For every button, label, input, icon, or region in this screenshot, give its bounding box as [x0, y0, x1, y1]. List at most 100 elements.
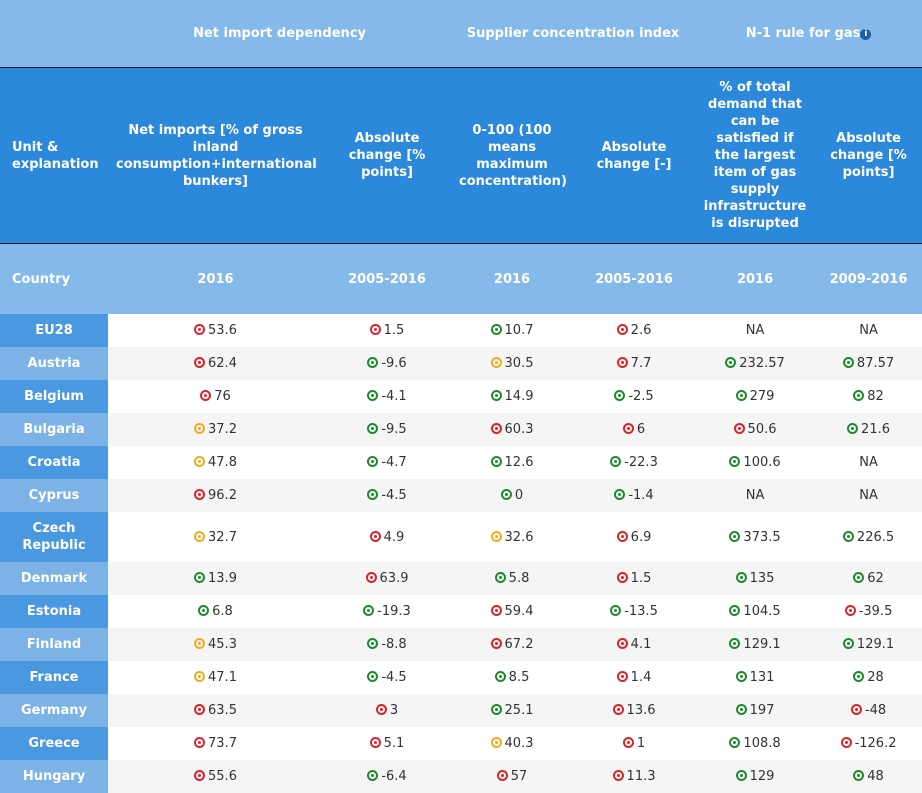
value-cell: -4.1: [323, 380, 452, 413]
value-text: 1: [636, 736, 646, 751]
red-status-icon: [844, 605, 856, 616]
green-status-icon: [367, 357, 379, 368]
value-text: 30.5: [504, 356, 534, 371]
value-cell: 14.9: [451, 380, 574, 413]
value-text: -4.5: [381, 670, 407, 685]
value-cell: 8.5: [451, 661, 574, 694]
amber-status-icon: [194, 423, 206, 434]
red-status-icon: [369, 324, 381, 335]
amber-status-icon: [490, 737, 502, 748]
red-status-icon: [375, 704, 387, 715]
green-status-icon: [729, 638, 741, 649]
value-cell: 7.7: [573, 347, 696, 380]
value-cell: 47.1: [108, 661, 323, 694]
value-cell: 53.6: [108, 314, 323, 347]
value-cell: 73.7: [108, 727, 323, 760]
green-status-icon: [729, 605, 741, 616]
red-status-icon: [733, 423, 745, 434]
green-status-icon: [490, 390, 502, 401]
green-status-icon: [842, 638, 854, 649]
value-text: -4.1: [381, 389, 407, 404]
green-status-icon: [367, 638, 379, 649]
value-text: 373.5: [743, 529, 781, 545]
value-text: 5.1: [383, 736, 405, 751]
group-net-import: Net import dependency: [108, 0, 452, 68]
value-cell: 10.7: [451, 314, 574, 347]
value-text: -2.5: [628, 389, 654, 404]
value-text: 0: [514, 488, 524, 503]
value-text: 57: [510, 769, 528, 784]
value-text: 63.5: [208, 703, 237, 718]
value-text: 8.5: [508, 670, 530, 685]
value-text: 7.7: [630, 356, 652, 371]
green-status-icon: [614, 390, 626, 401]
table-row: Cyprus 96.2 -4.5 0 -1.4 NA NA: [0, 479, 922, 512]
value-cell: 1: [573, 727, 696, 760]
value-text: 131: [749, 670, 775, 685]
country-cell: Austria: [0, 347, 108, 380]
value-cell: 55.6: [108, 760, 323, 793]
value-cell: -22.3: [573, 446, 696, 479]
value-cell: 197: [695, 694, 816, 727]
green-status-icon: [853, 770, 865, 781]
info-icon[interactable]: i: [860, 29, 872, 40]
value-cell: 5.1: [323, 727, 452, 760]
value-cell: 76: [108, 380, 323, 413]
country-column-header: Country: [0, 243, 108, 314]
value-text: 2.6: [630, 323, 652, 338]
country-cell: Greece: [0, 727, 108, 760]
value-text: 129.1: [856, 637, 895, 652]
group-header-empty: [0, 0, 108, 68]
value-text: -39.5: [858, 604, 893, 619]
value-cell: 4.1: [573, 628, 696, 661]
value-text: 226.5: [856, 529, 895, 545]
value-cell: 62: [815, 562, 922, 595]
value-cell: 30.5: [451, 347, 574, 380]
value-text: 135: [749, 571, 775, 586]
value-text: 104.5: [743, 604, 781, 619]
country-cell: Cyprus: [0, 479, 108, 512]
value-cell: 32.6: [451, 512, 574, 562]
value-text: 25.1: [504, 703, 534, 718]
table-row: Denmark 13.9 63.9 5.8 1.5 135 62: [0, 562, 922, 595]
green-status-icon: [610, 456, 622, 467]
value-text: 11.3: [626, 769, 656, 784]
value-text: 13.9: [208, 571, 237, 586]
amber-status-icon: [194, 671, 206, 682]
value-cell: 6.8: [108, 595, 323, 628]
green-status-icon: [363, 605, 375, 616]
green-status-icon: [367, 423, 379, 434]
value-cell: 129.1: [815, 628, 922, 661]
value-cell: 40.3: [451, 727, 574, 760]
year-header: 2009-2016: [815, 243, 922, 314]
value-cell: 13.9: [108, 562, 323, 595]
value-text: 32.6: [504, 529, 534, 545]
red-status-icon: [490, 423, 502, 434]
table-row: Greece 73.7 5.1 40.3 1 108.8 -126.2: [0, 727, 922, 760]
value-text: 1.4: [630, 670, 652, 685]
value-text: NA: [745, 323, 765, 338]
value-text: 21.6: [861, 422, 890, 437]
value-cell: 2.6: [573, 314, 696, 347]
value-cell: 4.9: [323, 512, 452, 562]
amber-status-icon: [490, 357, 502, 368]
amber-status-icon: [194, 456, 206, 467]
year-header-row: Country 2016 2005-2016 2016 2005-2016 20…: [0, 243, 922, 314]
red-status-icon: [496, 770, 508, 781]
green-status-icon: [494, 572, 506, 583]
value-cell: 50.6: [695, 413, 816, 446]
value-cell: 60.3: [451, 413, 574, 446]
value-cell: 0: [451, 479, 574, 512]
value-text: 50.6: [747, 422, 777, 437]
country-cell: Czech Republic: [0, 512, 108, 562]
unit-n1-change: Absolute change [% points]: [815, 67, 922, 244]
value-cell: 104.5: [695, 595, 816, 628]
green-status-icon: [490, 704, 502, 715]
value-cell: 59.4: [451, 595, 574, 628]
green-status-icon: [367, 390, 379, 401]
red-status-icon: [194, 704, 206, 715]
red-status-icon: [194, 357, 206, 368]
country-cell: EU28: [0, 314, 108, 347]
value-cell: 45.3: [108, 628, 323, 661]
